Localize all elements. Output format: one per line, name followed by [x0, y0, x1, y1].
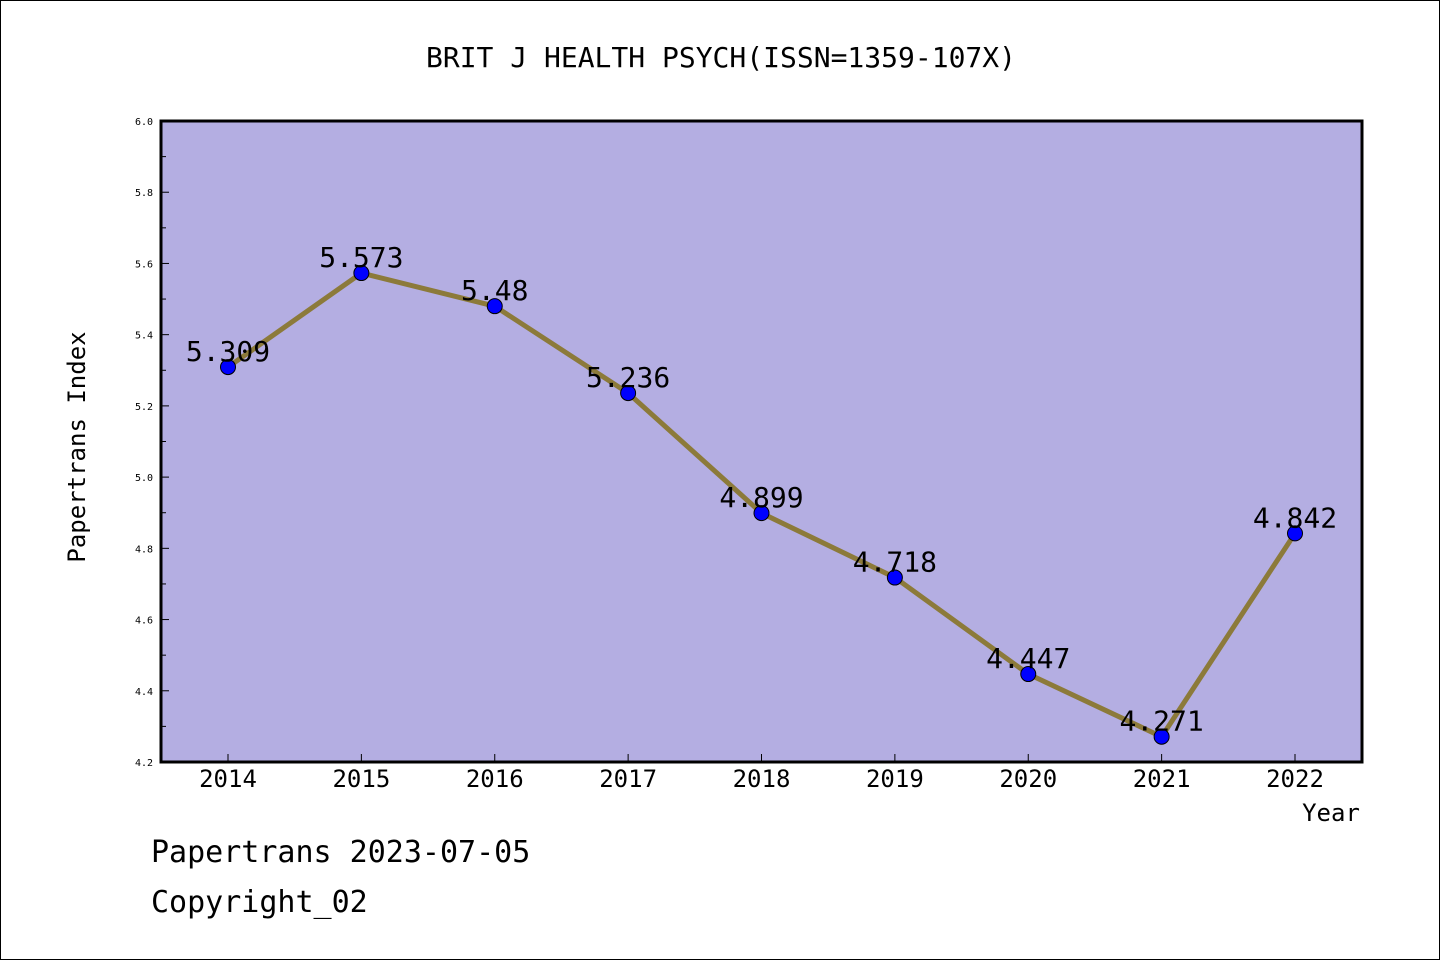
data-label: 4.899: [719, 481, 803, 514]
x-tick-label: 2021: [1133, 765, 1191, 793]
y-tick-label: 4.6: [135, 616, 153, 627]
y-tick-label: 4.4: [135, 687, 153, 698]
y-tick-label: 4.8: [135, 544, 153, 555]
data-label: 4.447: [986, 642, 1070, 675]
x-tick-label: 2019: [866, 765, 924, 793]
y-tick-label: 4.2: [135, 758, 153, 769]
data-point: [220, 359, 236, 376]
x-tick-label: 2017: [599, 765, 657, 793]
x-tick-label: 2022: [1266, 765, 1324, 793]
data-point: [886, 569, 903, 586]
data-point: [1153, 728, 1170, 745]
data-label: 5.573: [319, 241, 403, 274]
x-tick-label: 2016: [466, 765, 524, 793]
plot-area: [161, 121, 1362, 762]
data-label: 4.271: [1119, 705, 1203, 738]
y-tick-label: 5.8: [135, 188, 153, 199]
x-tick-label: 2018: [733, 765, 791, 793]
x-tick-label: 2014: [199, 765, 257, 793]
x-axis: 2014 2015 2016 2017 2018 2019 2020 2021 2022: [199, 754, 1324, 793]
y-tick-label: 5.4: [135, 331, 153, 342]
y-tick-label: 5.2: [135, 402, 153, 413]
footer-copyright: Copyright_02: [151, 885, 368, 920]
data-point: [1020, 666, 1037, 683]
x-axis-label: Year: [1302, 799, 1360, 827]
data-point: [753, 505, 770, 522]
data-label: 4.718: [853, 546, 937, 579]
footer-date: Papertrans 2023-07-05: [151, 835, 531, 870]
data-point: [486, 298, 503, 315]
y-tick-label: 6.0: [135, 117, 153, 128]
x-tick-label: 2015: [332, 765, 390, 793]
y-axis-label: Papertrans Index: [63, 331, 91, 562]
chart-title: BRIT J HEALTH PSYCH(ISSN=1359-107X): [426, 41, 1016, 74]
data-point: [1287, 525, 1303, 542]
data-label: 5.309: [186, 335, 270, 368]
data-point: [620, 385, 637, 402]
y-axis: 4.2 4.4 4.6 4.8 5.0 5.2 5.4 5.6 5.8 6.0: [135, 117, 169, 769]
y-tick-label: 5.0: [135, 473, 153, 484]
data-label: 5.48: [461, 274, 528, 307]
data-series: 5.309 5.573 5.48 5.236 4.899 4.718 4.447 4.271 4…: [186, 241, 1337, 745]
data-label: 5.236: [586, 361, 670, 394]
y-tick-label: 5.6: [135, 259, 153, 270]
plot-border: [159, 119, 1364, 764]
x-tick-label: 2020: [999, 765, 1057, 793]
data-point: [353, 265, 370, 282]
data-label: 4.842: [1253, 501, 1337, 534]
